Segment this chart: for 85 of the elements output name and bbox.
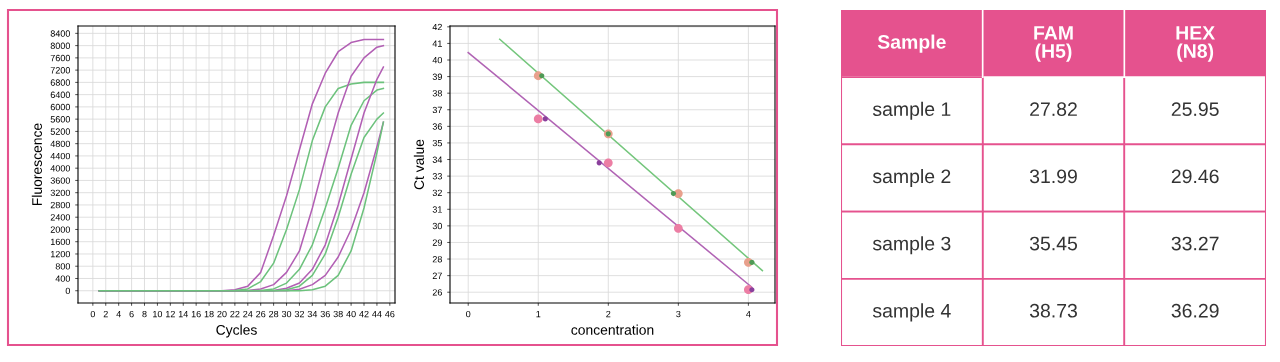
x-tick-label: 22 — [230, 310, 240, 318]
y-tick-label: 4000 — [50, 165, 71, 172]
data-label: 27.82 — [1030, 102, 1077, 117]
y-tick-label: 28 — [432, 256, 442, 263]
x-tick-label: 24 — [243, 310, 253, 318]
x-tick-label: 12 — [165, 310, 175, 318]
y-tick-label: 35 — [432, 139, 442, 147]
y-tick-label: 4400 — [50, 152, 71, 160]
y-tick-label: sample 3 — [872, 236, 951, 255]
x-axis-title: Cycles — [216, 324, 257, 338]
y-tick-label: 0 — [65, 287, 71, 295]
y-tick-label: 34 — [432, 156, 443, 163]
x-tick-label: 16 — [191, 310, 201, 318]
y-axis-title: Ct value — [413, 139, 425, 190]
y-tick-label: 31 — [432, 206, 442, 213]
y-tick-label: 32 — [432, 189, 442, 197]
y-tick-label: 27 — [432, 272, 442, 279]
x-tick-label: 6 — [129, 310, 134, 318]
x-tick-label: 0 — [90, 310, 96, 318]
x-tick-label: 46 — [385, 310, 395, 318]
y-tick-label: 41 — [432, 40, 442, 47]
x-tick-label: 38 — [333, 310, 343, 318]
x-tick-label: 28 — [269, 310, 279, 318]
x-tick-label: 14 — [178, 310, 188, 318]
y-tick-label: 2800 — [50, 201, 71, 209]
y-tick-label: 36 — [432, 123, 442, 130]
x-tick-label: 4 — [746, 310, 751, 318]
y-tick-label: 1200 — [50, 250, 71, 258]
x-tick-label: 20 — [217, 310, 227, 318]
y-axis-title: Sample — [877, 34, 946, 53]
y-tick-label: 8000 — [50, 42, 71, 49]
y-tick-label: 30 — [432, 222, 443, 230]
x-tick-label: HEX (N8) — [1176, 26, 1215, 62]
x-tick-label: 44 — [372, 310, 382, 318]
x-tick-label: 26 — [256, 310, 266, 318]
y-tick-label: sample 2 — [872, 168, 951, 188]
data-label: 38.73 — [1029, 303, 1077, 318]
data-label: 35.45 — [1029, 236, 1078, 251]
y-tick-label: 6800 — [50, 79, 71, 86]
data-label: 36.29 — [1171, 303, 1219, 318]
data-label: 25.95 — [1171, 102, 1219, 117]
x-tick-label: 8 — [142, 310, 147, 318]
x-tick-label: 18 — [204, 310, 214, 318]
x-tick-label: 4 — [116, 310, 121, 318]
y-tick-label: 33 — [432, 173, 442, 180]
y-tick-label: 4800 — [50, 140, 71, 148]
y-tick-label: 39 — [432, 73, 442, 80]
x-tick-label: 2 — [606, 310, 611, 318]
y-tick-label: 7200 — [50, 67, 71, 74]
x-tick-label: 1 — [536, 310, 541, 318]
y-tick-label: 1600 — [50, 238, 71, 246]
y-tick-label: 37 — [432, 106, 442, 114]
y-tick-label: 7600 — [50, 54, 71, 62]
x-tick-label: 3 — [676, 310, 681, 318]
data-label: 29.46 — [1171, 169, 1219, 184]
y-tick-label: 5600 — [50, 116, 71, 123]
x-tick-label: 34 — [307, 310, 318, 318]
x-tick-label: 32 — [294, 310, 305, 318]
y-tick-label: 800 — [55, 263, 71, 270]
y-tick-label: sample 4 — [872, 303, 951, 322]
x-tick-label: 40 — [346, 310, 356, 318]
x-tick-label: 2 — [103, 310, 108, 318]
y-tick-label: sample 1 — [872, 101, 951, 120]
y-tick-label: 38 — [432, 90, 442, 97]
x-tick-label: 0 — [466, 310, 471, 318]
x-tick-label: 42 — [359, 310, 369, 318]
x-tick-label: 10 — [153, 310, 163, 318]
y-tick-label: 26 — [432, 289, 442, 296]
y-tick-label: 2000 — [50, 226, 71, 233]
y-tick-label: 6000 — [50, 103, 71, 111]
y-axis-title: Fluorescence — [31, 123, 42, 206]
data-label: 33.27 — [1171, 236, 1219, 251]
y-tick-label: 3200 — [50, 189, 71, 197]
x-tick-label: 30 — [281, 310, 292, 318]
data-label: 31.99 — [1029, 169, 1077, 184]
x-tick-label: 36 — [320, 310, 330, 318]
y-tick-label: 2400 — [50, 214, 71, 221]
y-tick-label: 3600 — [50, 177, 71, 184]
x-tick-label: FAM (H5) — [1034, 26, 1073, 62]
y-tick-label: 5200 — [50, 128, 71, 135]
x-axis-title: concentration — [571, 324, 654, 335]
y-tick-label: 8400 — [50, 30, 71, 37]
y-tick-label: 6400 — [50, 91, 71, 98]
y-tick-label: 400 — [55, 275, 71, 282]
y-tick-label: 29 — [432, 239, 442, 246]
